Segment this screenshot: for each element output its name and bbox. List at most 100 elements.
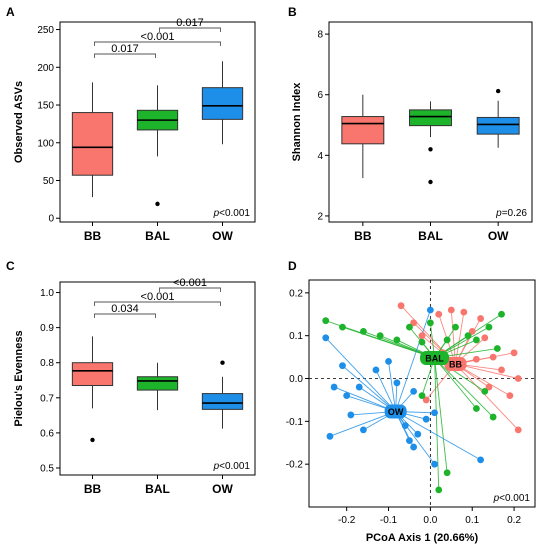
data-point	[489, 353, 497, 361]
group-label-ow: OW	[384, 404, 407, 419]
x-category-label: BAL	[145, 482, 170, 496]
data-point	[498, 366, 505, 374]
panel-a: A 0 50 100 150 200 250 Observed ASVs BB BAL OW 0.01…	[6, 5, 256, 243]
pvalue-prefix: p	[493, 493, 500, 504]
data-point	[422, 415, 430, 423]
x-tick-label: 0.1	[465, 515, 479, 526]
y-axis-label: Shannon Index	[291, 82, 303, 162]
panel-pvalue: p=0.26	[495, 208, 527, 219]
box-ow	[201, 61, 244, 145]
data-point	[443, 469, 451, 477]
data-point	[468, 327, 476, 335]
data-point	[464, 332, 472, 340]
y-tick-label: 2	[317, 211, 323, 222]
data-point	[452, 323, 459, 331]
spider-line	[455, 318, 481, 365]
data-point	[481, 334, 489, 342]
data-point	[410, 443, 418, 451]
outlier-point	[428, 179, 433, 185]
y-tick-label: 0	[48, 214, 54, 225]
box-bb	[341, 94, 385, 179]
data-point	[322, 317, 330, 325]
y-tick-label: 50	[43, 176, 55, 187]
spider-line	[434, 357, 440, 490]
data-point	[443, 336, 451, 344]
panel-d: D -0.2 -0.1 0.0 0.1 0.2 -0.2 -0.1 0.0 0.1 0.2 PCoA …	[286, 259, 536, 544]
x-category-label: OW	[212, 229, 233, 243]
y-tick-label: 250	[37, 25, 54, 36]
spider-line	[395, 309, 431, 412]
panel-c: C 0.5 0.6 0.7 0.8 0.9 1.0 Pielou's Evenness BB BA…	[6, 259, 256, 496]
data-point	[514, 375, 522, 382]
data-point	[485, 383, 493, 391]
data-point	[426, 319, 434, 327]
data-point	[397, 302, 405, 310]
spider-line	[434, 357, 494, 418]
data-point	[393, 336, 401, 344]
box-bal	[136, 362, 179, 411]
data-point	[406, 437, 413, 445]
data-point	[339, 362, 346, 370]
group-label-text: BB	[449, 359, 462, 369]
y-tick-label: 100	[37, 138, 54, 149]
panel-pvalue: p<0.001	[213, 461, 251, 472]
y-tick-label: 0.2	[289, 288, 303, 299]
box-body	[409, 109, 452, 127]
data-point	[477, 315, 484, 322]
significance-bracket: 0.017	[159, 17, 221, 32]
data-point	[498, 310, 505, 318]
pvalue-text: =0.26	[502, 208, 528, 219]
data-point	[347, 411, 355, 419]
y-tick-label: -0.1	[286, 417, 304, 428]
box-body	[476, 116, 520, 135]
box-body	[201, 87, 244, 120]
data-point	[435, 310, 443, 318]
spider-line	[325, 337, 396, 412]
data-point	[355, 383, 363, 391]
bracket-pvalue: 0.034	[111, 303, 139, 315]
x-category-label: BAL	[145, 229, 170, 243]
y-tick-label: 0.9	[40, 323, 54, 334]
data-point	[418, 392, 426, 400]
data-point	[422, 396, 430, 404]
box-body	[71, 112, 114, 176]
group-label-text: OW	[388, 407, 404, 417]
pvalue-text: <0.001	[499, 493, 530, 504]
x-category-label: BB	[84, 229, 102, 243]
box-body	[341, 116, 385, 145]
significance-bracket: <0.001	[159, 277, 221, 292]
pvalue-prefix: p	[495, 208, 502, 219]
spider-line	[450, 309, 456, 364]
data-point	[322, 334, 330, 342]
bracket-pvalue: <0.001	[141, 291, 175, 303]
spider-line	[434, 357, 448, 473]
box-body	[136, 376, 179, 391]
plot-frame	[308, 279, 536, 508]
box-bal	[409, 101, 452, 185]
y-axis-label: Observed ASVs	[13, 81, 25, 163]
x-tick-label: 0.2	[507, 515, 521, 526]
panel-label: D	[288, 259, 297, 273]
data-point	[493, 345, 501, 352]
bracket-line	[94, 53, 156, 58]
panel-label: B	[288, 5, 297, 19]
data-point	[401, 422, 409, 430]
spider-line	[333, 386, 396, 412]
bracket-line	[159, 27, 221, 32]
x-category-label: BB	[354, 229, 372, 243]
y-tick-label: 0.8	[40, 358, 54, 369]
spider-line	[342, 365, 396, 412]
x-category-label: OW	[212, 482, 233, 496]
box-ow	[201, 360, 244, 429]
pvalue-prefix: p	[213, 461, 220, 472]
bracket-pvalue: <0.001	[173, 277, 207, 289]
y-tick-label: -0.2	[286, 460, 304, 471]
group-label-bb: BB	[444, 356, 467, 371]
data-point	[360, 426, 367, 434]
pvalue-text: <0.001	[219, 208, 250, 219]
data-point	[485, 323, 493, 331]
x-tick-label: -0.1	[380, 515, 398, 526]
data-point	[418, 338, 426, 346]
significance-bracket: <0.001	[94, 31, 221, 46]
y-tick-label: 150	[37, 101, 54, 112]
